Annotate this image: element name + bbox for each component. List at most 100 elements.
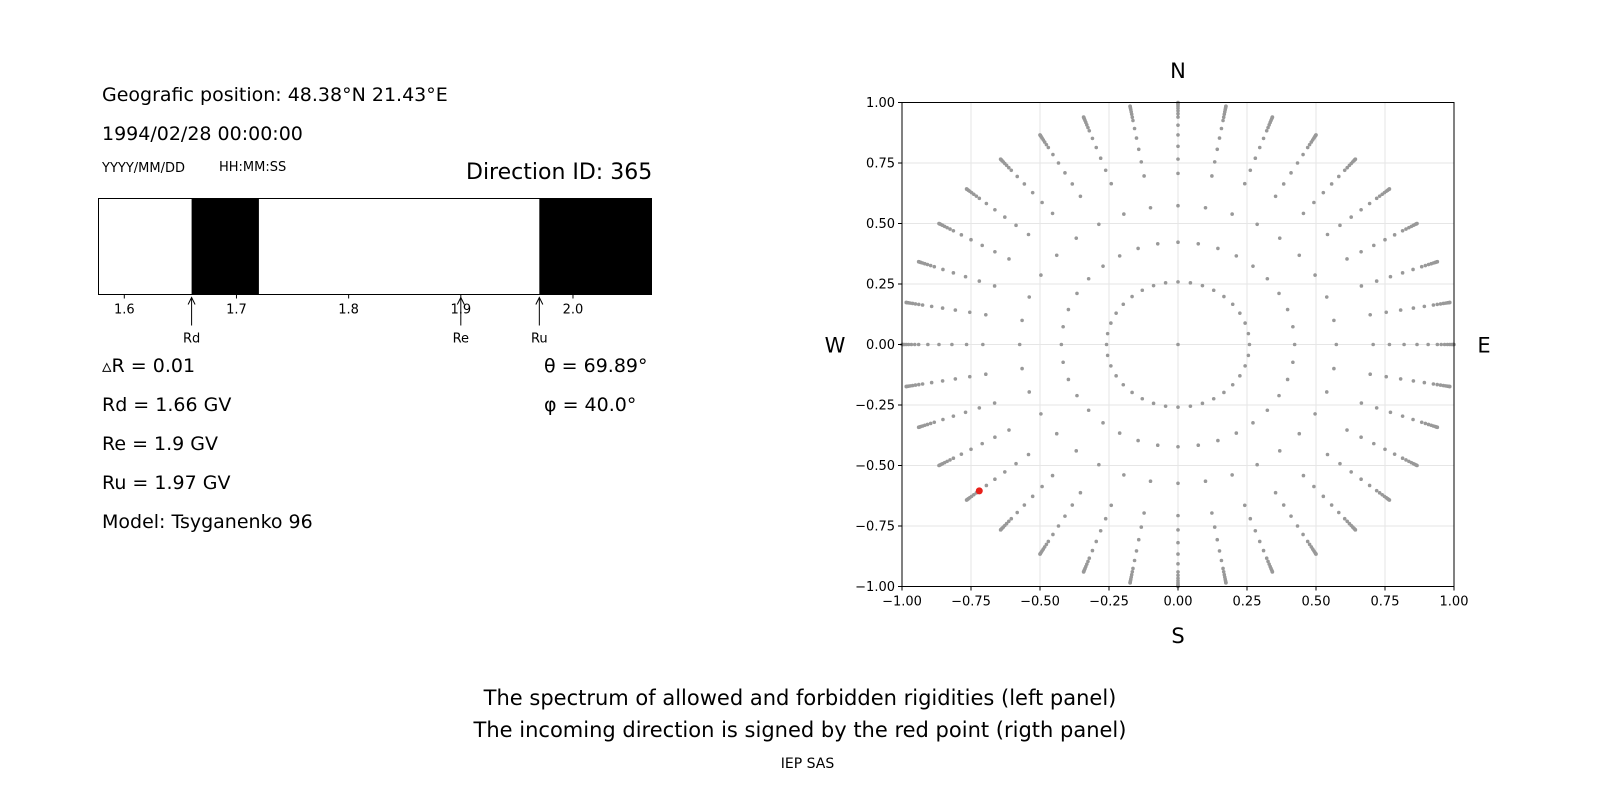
direction-grid-point: [1307, 542, 1312, 547]
direction-grid-point: [1387, 187, 1392, 191]
direction-grid-point: [916, 382, 921, 387]
direction-grid-point: [1411, 267, 1415, 272]
direction-grid-point: [1134, 549, 1139, 553]
direction-grid-point: [926, 342, 930, 347]
direction-grid-point: [1359, 435, 1363, 439]
zenith-point: [1176, 342, 1180, 347]
direction-grid-point: [1281, 182, 1286, 186]
direction-grid-point: [1131, 118, 1135, 123]
direction-grid-point: [1238, 311, 1242, 315]
direction-grid-point: [1148, 479, 1153, 483]
direction-grid-point: [981, 342, 985, 347]
direction-grid-point: [1176, 280, 1180, 284]
direction-grid-point: [1104, 342, 1109, 347]
direction-grid-point: [1038, 552, 1042, 556]
direction-grid-point: [1176, 513, 1180, 518]
direction-grid-point: [1222, 294, 1226, 299]
marker-arrowhead-re: [456, 296, 465, 305]
direction-grid-point: [1264, 129, 1269, 133]
direction-grid-point: [1094, 539, 1099, 544]
forbidden-band-1: [191, 198, 259, 295]
direction-grid-point: [1176, 540, 1180, 545]
direction-grid-point: [1176, 133, 1180, 137]
direction-grid-point: [1345, 428, 1349, 432]
direction-grid-point: [1371, 441, 1376, 446]
direction-grid-point: [1176, 108, 1180, 113]
direction-grid-point: [1163, 281, 1168, 285]
direction-grid-point: [1297, 431, 1302, 436]
direction-grid-point: [1334, 342, 1339, 347]
direction-grid-point: [1305, 539, 1310, 544]
direction-grid-point: [1377, 491, 1382, 495]
direction-grid-point: [1392, 452, 1397, 456]
direction-grid-point: [1020, 318, 1024, 323]
direction-grid-point: [1285, 377, 1290, 382]
direction-grid-point: [1014, 461, 1018, 466]
direction-grid-point: [959, 233, 964, 237]
direction-grid-point: [1404, 227, 1408, 231]
direction-grid-point: [1114, 311, 1118, 315]
direction-grid-point: [1136, 246, 1140, 251]
direction-grid-point: [1130, 115, 1135, 120]
direction-grid-point: [1054, 431, 1059, 436]
direction-grid-point: [1121, 302, 1126, 307]
theta-value: θ = 69.89°: [544, 355, 648, 377]
direction-grid-point: [1314, 133, 1318, 137]
direction-grid-point: [974, 194, 979, 198]
direction-grid-point: [984, 201, 989, 206]
direction-grid-point: [1103, 168, 1108, 173]
time-format-hint: HH:MM:SS: [219, 160, 287, 175]
direction-grid-point: [1090, 548, 1095, 553]
x-tick-label: 0.00: [1164, 595, 1193, 610]
direction-grid-point: [940, 306, 945, 310]
direction-grid-point: [1353, 528, 1358, 532]
direction-grid-point: [1003, 215, 1007, 219]
direction-grid-point: [1234, 254, 1239, 258]
direction-grid-point: [963, 274, 968, 279]
direction-grid-point: [1086, 559, 1090, 564]
direction-grid-point: [1329, 182, 1334, 186]
direction-grid-point: [1253, 528, 1258, 533]
direction-grid-point: [920, 303, 925, 307]
direction-grid-point: [1329, 503, 1334, 507]
direction-grid-point: [992, 401, 997, 405]
direction-grid-point: [1046, 145, 1051, 150]
direction-grid-point: [1295, 524, 1300, 528]
direction-grid-point: [1051, 152, 1055, 157]
direction-grid-point: [1087, 556, 1092, 560]
direction-grid-point: [1015, 174, 1020, 179]
direction-grid-point: [941, 417, 945, 422]
direction-grid-point: [940, 379, 945, 383]
direction-grid-point: [1248, 516, 1253, 521]
direction-grid-point: [904, 300, 908, 305]
direction-grid-point: [1176, 115, 1180, 119]
direction-grid-point: [1070, 182, 1075, 186]
direction-grid-point: [1051, 532, 1055, 537]
direction-grid-point: [1251, 421, 1255, 425]
direction-grid-point: [1134, 136, 1139, 140]
direction-grid-point: [913, 302, 918, 306]
direction-grid-point: [1234, 431, 1239, 435]
direction-grid-point: [916, 425, 921, 430]
direction-grid-point: [1435, 259, 1440, 264]
direction-grid-point: [1056, 161, 1061, 165]
spectrum-tick-label: 1.7: [226, 303, 247, 318]
direction-grid-point: [1338, 461, 1342, 466]
direction-grid-point: [1230, 302, 1235, 307]
direction-grid-point: [1217, 549, 1222, 553]
direction-grid-point: [929, 380, 934, 385]
direction-grid-point: [948, 227, 952, 231]
direction-grid-point: [1015, 510, 1020, 515]
marker-label-ru: Ru: [531, 332, 548, 347]
direction-grid-point: [1044, 142, 1049, 147]
direction-grid-point: [1224, 104, 1228, 108]
direction-grid-point: [1368, 372, 1372, 377]
direction-grid-point: [1200, 401, 1205, 406]
direction-grid-point: [928, 421, 933, 426]
direction-grid-point: [1219, 558, 1224, 563]
direction-grid-point: [937, 342, 941, 347]
direction-grid-point: [1038, 133, 1042, 137]
direction-grid-point: [1400, 271, 1405, 275]
direction-grid-point: [1265, 408, 1270, 413]
direction-grid-point: [1257, 539, 1262, 544]
